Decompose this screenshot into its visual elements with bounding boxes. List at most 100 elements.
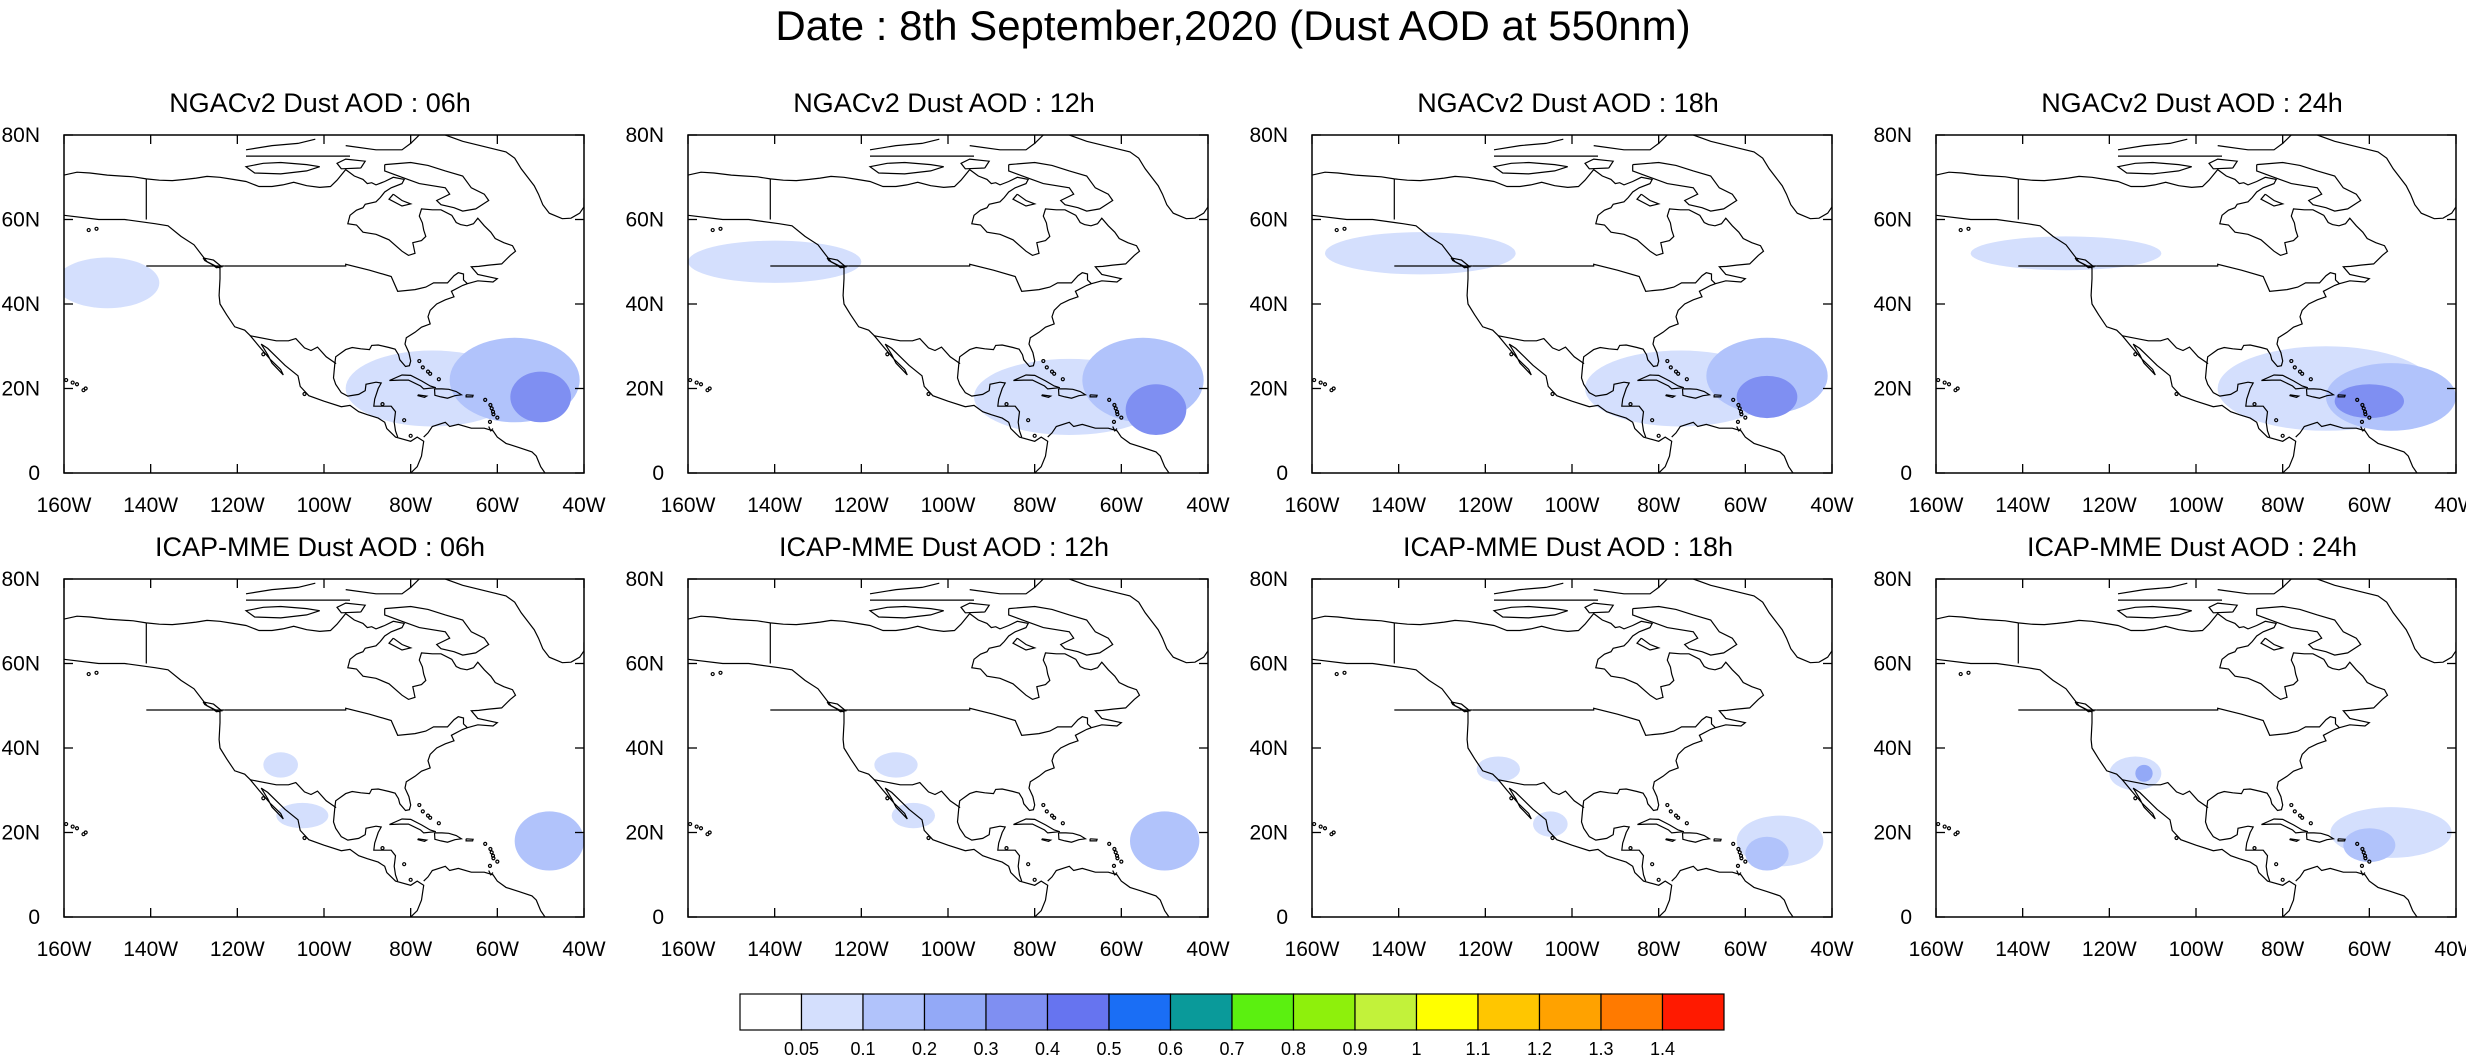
island	[1936, 821, 1941, 827]
island	[1958, 227, 1963, 233]
island	[261, 352, 266, 357]
map-plot: 80N 60N 40N 20N 0 160W 140W 120W 100W 80W 60W 40W	[1249, 124, 1853, 517]
island	[1550, 391, 1555, 397]
colorbar-label: 0.8	[1281, 1039, 1306, 1056]
island	[1955, 386, 1960, 391]
lat-tick-label: 0	[652, 462, 664, 485]
lat-tick-label: 0	[28, 906, 40, 929]
island	[488, 846, 493, 852]
lon-tick-label: 40W	[1186, 938, 1229, 961]
island	[1115, 856, 1120, 861]
coastline	[1492, 161, 1568, 175]
island	[1312, 377, 1317, 383]
coastline	[1312, 658, 1673, 917]
coastline	[2305, 388, 2336, 399]
aod-shading	[2109, 756, 2452, 863]
lat-tick-label: 20N	[1, 378, 40, 401]
island	[1936, 377, 1941, 383]
coastline	[445, 135, 584, 220]
island	[1331, 386, 1336, 391]
island	[2280, 433, 2285, 438]
coastline	[2317, 135, 2456, 220]
island	[380, 402, 385, 407]
island	[1318, 380, 1323, 385]
lon-tick-label: 120W	[2082, 938, 2137, 961]
island	[1049, 369, 1055, 374]
coastline	[249, 779, 337, 809]
island	[1668, 809, 1673, 814]
dust-plume	[1706, 337, 1828, 414]
island	[425, 369, 431, 374]
coastline	[2074, 701, 2096, 713]
coastline	[2260, 637, 2285, 651]
coastline	[1069, 579, 1208, 664]
colorbar-swatch	[800, 993, 864, 1031]
coastline	[1665, 394, 1677, 399]
coastline	[465, 394, 474, 398]
lat-tick-label: 80N	[1873, 568, 1912, 591]
coastline	[2337, 838, 2346, 842]
island	[2252, 402, 2257, 407]
coastline	[869, 138, 940, 151]
island	[1739, 856, 1744, 861]
island	[1334, 227, 1339, 233]
island	[1735, 863, 1741, 868]
island	[1112, 846, 1117, 852]
lat-tick-label: 20N	[1249, 822, 1288, 845]
lat-tick-label: 60N	[1, 653, 40, 676]
coastline	[869, 582, 940, 595]
panel-title: ICAP-MME Dust AOD : 12h	[778, 532, 1110, 562]
island	[1628, 846, 1633, 851]
coastline	[1312, 168, 1765, 438]
island	[302, 835, 307, 841]
coastline	[1069, 135, 1208, 220]
colorbar-label: 1.1	[1465, 1039, 1490, 1056]
coastline	[345, 579, 420, 595]
island	[1942, 824, 1947, 829]
island	[402, 418, 407, 423]
island	[428, 371, 433, 376]
coastline	[1636, 637, 1661, 651]
coastline	[1497, 335, 1585, 365]
colorbar-label: 1.4	[1650, 1039, 1675, 1056]
lon-tick-label: 80W	[389, 938, 432, 961]
coastline	[2096, 263, 2340, 292]
island	[261, 796, 266, 801]
island	[718, 226, 723, 231]
lon-tick-label: 140W	[1995, 494, 2050, 517]
coastline	[1450, 701, 1472, 713]
colorbar-swatch	[1354, 993, 1418, 1031]
coastlines	[688, 579, 1208, 917]
coastline	[224, 707, 468, 736]
lon-tick-label: 140W	[1371, 938, 1426, 961]
aod-shading	[1970, 236, 2456, 431]
coastline	[64, 612, 517, 882]
lon-tick-label: 60W	[1724, 494, 1767, 517]
island	[1026, 418, 1031, 423]
island	[1550, 835, 1555, 841]
island	[707, 830, 712, 835]
island	[2355, 397, 2360, 403]
coastline	[417, 838, 429, 843]
lon-tick-label: 100W	[1545, 494, 1600, 517]
panel-title: NGACv2 Dust AOD : 12h	[793, 88, 1095, 118]
lat-tick-label: 80N	[625, 568, 664, 591]
panel-title: ICAP-MME Dust AOD : 18h	[1402, 532, 1734, 562]
coastline	[2289, 394, 2301, 399]
island	[483, 397, 488, 403]
colorbar-swatch	[1600, 993, 1664, 1031]
island	[2252, 846, 2257, 851]
island	[64, 377, 69, 383]
dust-plume	[510, 371, 571, 423]
lon-tick-label: 100W	[921, 938, 976, 961]
island	[491, 856, 496, 861]
coastline	[2295, 865, 2418, 917]
island	[1060, 821, 1065, 826]
island	[2359, 863, 2365, 868]
map-plot: 80N 60N 40N 20N 0 160W 140W 120W 100W 80W 60W 40W	[1249, 568, 1853, 961]
island	[1736, 402, 1741, 408]
coastline	[1312, 612, 1765, 882]
coastline	[1012, 637, 1037, 651]
coastline	[1008, 605, 1114, 656]
colorbar-label: 1.2	[1527, 1039, 1552, 1056]
